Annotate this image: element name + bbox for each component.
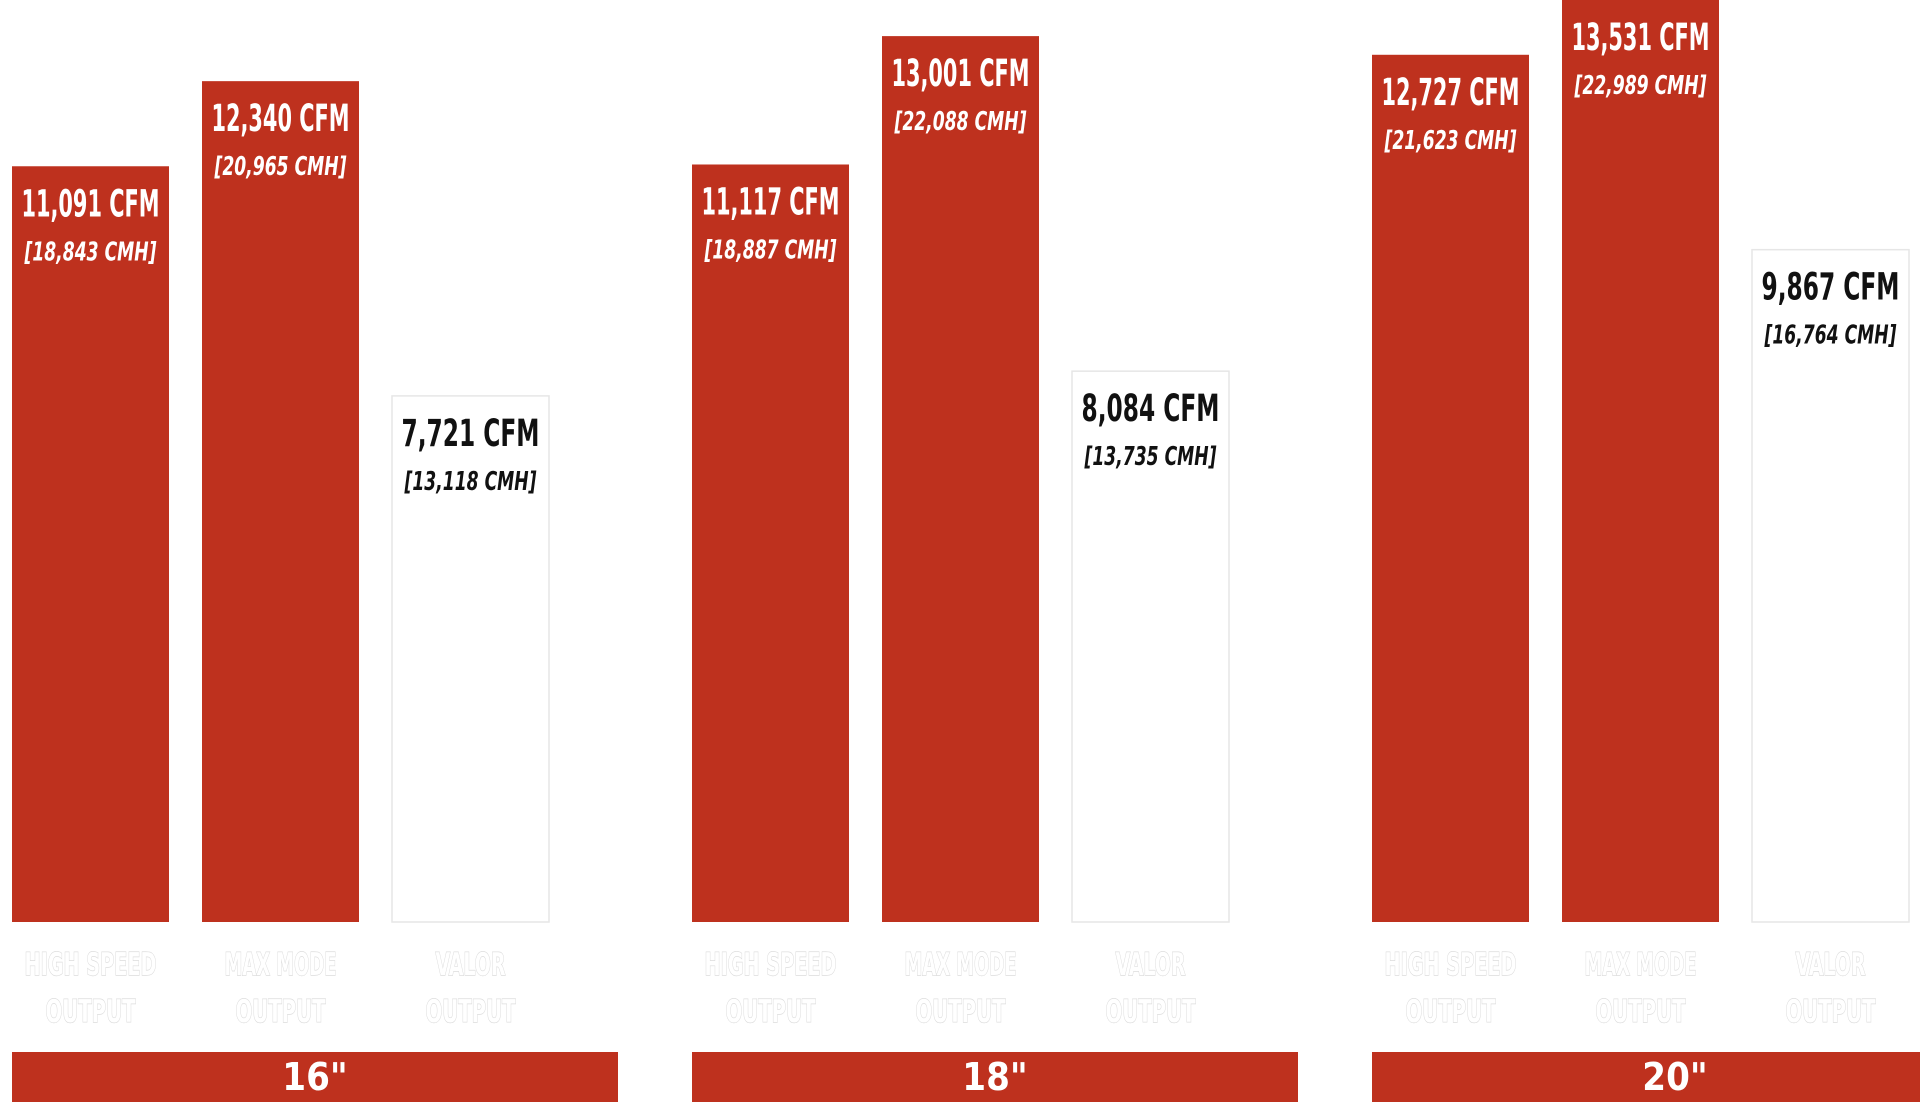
data-label: 13,531 CFM bbox=[1572, 16, 1710, 59]
group-label: 18" bbox=[962, 1055, 1027, 1099]
data-label: 11,117 CFM bbox=[702, 180, 840, 223]
category-label: OUTPUT bbox=[1596, 994, 1686, 1030]
category-label: VALOR bbox=[1796, 947, 1866, 983]
category-label: MAX MODE bbox=[905, 947, 1017, 983]
category-label: MAX MODE bbox=[225, 947, 337, 983]
category-label: HIGH SPEED bbox=[705, 947, 837, 983]
group-label: 20" bbox=[1642, 1055, 1707, 1099]
bar bbox=[12, 166, 169, 923]
data-label: 13,001 CFM bbox=[892, 52, 1030, 95]
data-sublabel: [13,735 CMH] bbox=[1084, 442, 1217, 472]
bar bbox=[1751, 248, 1910, 923]
category-label: VALOR bbox=[1116, 947, 1186, 983]
bar-group: 11,091 CFM [18,843 CMH] HIGH SPEED OUTPUT 12… bbox=[12, 81, 618, 1102]
category-label: VALOR bbox=[436, 947, 506, 983]
bar bbox=[1562, 0, 1719, 922]
category-label: OUTPUT bbox=[726, 994, 816, 1030]
data-sublabel: [22,088 CMH] bbox=[894, 107, 1027, 137]
data-sublabel: [20,965 CMH] bbox=[214, 152, 347, 182]
data-label: 7,721 CFM bbox=[402, 412, 540, 455]
category-label: HIGH SPEED bbox=[1385, 947, 1517, 983]
bar bbox=[1071, 370, 1230, 923]
data-sublabel: [16,764 CMH] bbox=[1764, 321, 1897, 351]
data-sublabel: [18,843 CMH] bbox=[24, 237, 157, 267]
bar bbox=[1372, 54, 1529, 922]
group-band bbox=[1372, 1052, 1920, 1102]
bar bbox=[391, 395, 550, 923]
category-label: OUTPUT bbox=[426, 994, 516, 1030]
data-sublabel: [21,623 CMH] bbox=[1384, 126, 1517, 156]
category-label: OUTPUT bbox=[1406, 994, 1496, 1030]
bar bbox=[882, 36, 1039, 922]
data-label: 12,727 CFM bbox=[1382, 71, 1520, 114]
category-label: OUTPUT bbox=[46, 994, 136, 1030]
category-label: OUTPUT bbox=[236, 994, 326, 1030]
data-sublabel: [13,118 CMH] bbox=[404, 467, 537, 497]
group-band bbox=[692, 1052, 1298, 1102]
bar bbox=[202, 81, 359, 922]
data-label: 11,091 CFM bbox=[22, 182, 160, 225]
category-label: OUTPUT bbox=[916, 994, 1006, 1030]
bar-group: 11,117 CFM [18,887 CMH] HIGH SPEED OUTPUT 13… bbox=[692, 36, 1298, 1102]
data-sublabel: [22,989 CMH] bbox=[1574, 71, 1707, 101]
group-label: 16" bbox=[282, 1055, 347, 1099]
data-label: 8,084 CFM bbox=[1082, 387, 1220, 430]
bar-group: 12,727 CFM [21,623 CMH] HIGH SPEED OUTPUT 13… bbox=[1372, 0, 1920, 1102]
data-label: 9,867 CFM bbox=[1762, 266, 1900, 309]
category-label: HIGH SPEED bbox=[25, 947, 157, 983]
data-sublabel: [18,887 CMH] bbox=[704, 235, 837, 265]
bar bbox=[692, 164, 849, 922]
category-label: OUTPUT bbox=[1106, 994, 1196, 1030]
category-label: MAX MODE bbox=[1585, 947, 1697, 983]
category-label: OUTPUT bbox=[1786, 994, 1876, 1030]
group-band bbox=[12, 1052, 618, 1102]
data-label: 12,340 CFM bbox=[212, 97, 350, 140]
